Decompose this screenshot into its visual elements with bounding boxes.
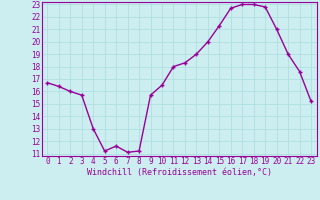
X-axis label: Windchill (Refroidissement éolien,°C): Windchill (Refroidissement éolien,°C)	[87, 168, 272, 177]
